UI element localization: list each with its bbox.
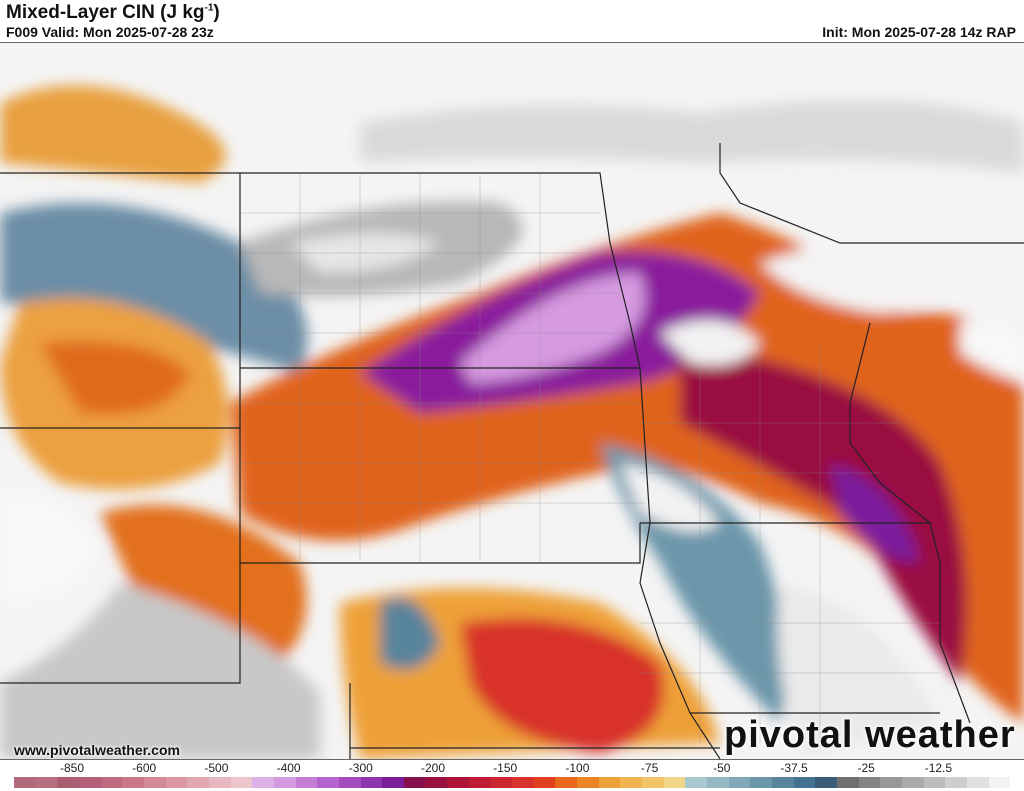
colorbar-tick-label: -500 (204, 761, 229, 775)
colorbar-swatch (208, 777, 231, 788)
title-end: ) (213, 2, 220, 23)
colorbar-tick-label: -850 (59, 761, 85, 775)
title-superscript: -1 (204, 2, 214, 14)
colorbar-tick-label: -25 (857, 761, 875, 775)
title-text: Mixed-Layer CIN (J kg (6, 2, 205, 23)
colorbar-swatch (447, 777, 469, 788)
colorbar-swatch (815, 777, 837, 788)
colorbar-tick-label: -75 (640, 761, 659, 775)
colorbar-swatch (836, 777, 859, 788)
colorbar-swatch (880, 777, 902, 788)
colorbar-swatch (642, 777, 664, 788)
colorbar-tick-label: -12.5 (924, 761, 953, 775)
colorbar-swatch (468, 777, 491, 788)
colorbar-swatch (317, 777, 339, 788)
colorbar-swatch (122, 777, 144, 788)
colorbar-swatch (273, 777, 296, 788)
colorbar-swatch (295, 777, 318, 788)
colorbar-swatch (57, 777, 79, 788)
colorbar-swatch (945, 777, 967, 788)
colorbar-swatch (793, 777, 816, 788)
colorbar-swatch (988, 777, 1011, 788)
colorbar (14, 777, 1011, 788)
colorbar-tick-label: -37.5 (780, 761, 808, 775)
colorbar-swatch (707, 777, 729, 788)
colorbar-swatch (966, 777, 989, 788)
colorbar-swatch (533, 777, 556, 788)
colorbar-swatch (728, 777, 751, 788)
brand-logo: pivotal weather (724, 714, 1016, 756)
colorbar-swatch (35, 777, 58, 788)
colorbar-tick-label: -400 (276, 761, 301, 775)
colorbar-swatch (143, 777, 166, 788)
cin-field (0, 85, 1024, 759)
init-time: Init: Mon 2025-07-28 14z RAP (822, 24, 1016, 40)
colorbar-swatch (555, 777, 578, 788)
colorbar-tick-label: -150 (493, 761, 518, 775)
colorbar-swatch (901, 777, 924, 788)
colorbar-swatch (425, 777, 448, 788)
colorbar-swatch (858, 777, 881, 788)
colorbar-swatch (14, 777, 36, 788)
valid-time: F009 Valid: Mon 2025-07-28 23z (6, 24, 214, 40)
colorbar-swatch (512, 777, 534, 788)
colorbar-swatch (490, 777, 513, 788)
colorbar-swatch (252, 777, 274, 788)
colorbar-swatch (750, 777, 772, 788)
colorbar-swatch (338, 777, 361, 788)
colorbar-swatch (598, 777, 621, 788)
colorbar-swatch (771, 777, 794, 788)
colorbar-swatch (923, 777, 946, 788)
colorbar-tick-label: -600 (132, 761, 157, 775)
colorbar-tick-label: -300 (348, 761, 373, 775)
website-url[interactable]: www.pivotalweather.com (14, 742, 180, 758)
colorbar-swatch (100, 777, 123, 788)
county-borders (240, 173, 940, 743)
colorbar-tick-label: -50 (713, 761, 731, 775)
colorbar-swatch (663, 777, 686, 788)
colorbar-swatch (165, 777, 188, 788)
colorbar-swatch (577, 777, 599, 788)
colorbar-tick-label: -100 (565, 761, 590, 775)
colorbar-tick-label: -200 (420, 761, 446, 775)
colorbar-swatch (382, 777, 404, 788)
colorbar-swatch (187, 777, 209, 788)
colorbar-swatch (78, 777, 101, 788)
colorbar-swatch (230, 777, 253, 788)
cin-map (0, 42, 1024, 760)
colorbar-swatch (620, 777, 643, 788)
colorbar-swatch (360, 777, 383, 788)
colorbar-swatch (403, 777, 426, 788)
colorbar-swatch (685, 777, 707, 788)
map-title: Mixed-Layer CIN (J kg-1) (6, 2, 220, 24)
